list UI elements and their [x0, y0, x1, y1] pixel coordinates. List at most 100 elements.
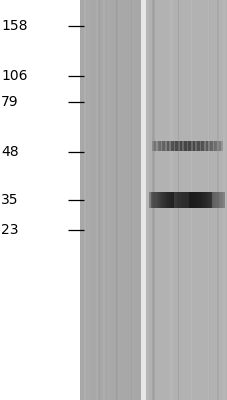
Bar	[182, 141, 183, 151]
Bar	[195, 192, 196, 208]
Bar	[210, 192, 211, 208]
Bar	[182, 192, 183, 208]
Bar	[178, 141, 179, 151]
Bar	[211, 141, 212, 151]
Bar	[183, 141, 184, 151]
Bar	[215, 192, 216, 208]
Bar	[152, 141, 153, 151]
Bar	[146, 0, 148, 400]
Bar	[165, 141, 166, 151]
Bar	[189, 141, 190, 151]
Bar	[176, 141, 177, 151]
Bar	[190, 192, 191, 208]
Bar	[223, 192, 224, 208]
Bar	[209, 192, 210, 208]
Bar	[166, 141, 167, 151]
Bar	[188, 141, 189, 151]
Bar	[216, 0, 218, 400]
Bar	[162, 141, 163, 151]
Bar	[167, 192, 168, 208]
Bar	[172, 141, 173, 151]
Bar	[219, 192, 220, 208]
Bar	[184, 192, 185, 208]
Bar	[211, 192, 212, 208]
Bar	[202, 141, 203, 151]
Bar	[187, 141, 188, 151]
Bar	[202, 192, 203, 208]
Bar	[191, 192, 192, 208]
Bar	[206, 141, 207, 151]
Bar	[215, 141, 216, 151]
Bar	[171, 141, 172, 151]
Bar	[222, 192, 223, 208]
Bar	[180, 141, 181, 151]
Bar	[169, 141, 170, 151]
Bar	[203, 192, 204, 208]
Bar	[185, 192, 186, 208]
Bar	[214, 192, 215, 208]
Bar	[176, 192, 177, 208]
Text: 48: 48	[1, 145, 19, 159]
Bar	[158, 141, 159, 151]
Bar	[131, 0, 132, 400]
Bar	[197, 141, 198, 151]
Bar	[160, 192, 161, 208]
Bar	[222, 0, 225, 400]
Bar	[183, 141, 184, 151]
Bar	[161, 192, 162, 208]
Bar	[184, 141, 185, 151]
Bar	[159, 141, 160, 151]
Bar	[152, 192, 153, 208]
Bar	[154, 192, 155, 208]
Bar	[155, 141, 156, 151]
Bar	[195, 141, 196, 151]
Bar	[199, 192, 200, 208]
Bar	[201, 141, 202, 151]
Bar	[163, 192, 164, 208]
Bar	[161, 141, 162, 151]
Bar	[164, 192, 165, 208]
Bar	[153, 192, 154, 208]
Bar	[150, 192, 151, 208]
Bar	[165, 141, 166, 151]
Bar	[208, 0, 209, 400]
Bar	[116, 0, 118, 400]
Bar	[218, 192, 219, 208]
Bar	[212, 192, 213, 208]
Bar	[214, 141, 215, 151]
Bar	[216, 141, 217, 151]
Bar	[214, 192, 215, 208]
Bar	[151, 0, 154, 400]
Bar	[188, 192, 189, 208]
Bar	[164, 141, 165, 151]
Bar	[204, 141, 205, 151]
Bar	[192, 192, 193, 208]
Bar	[197, 192, 198, 208]
Bar	[173, 192, 174, 208]
Bar	[191, 141, 192, 151]
Bar	[84, 0, 86, 400]
Bar	[163, 192, 164, 208]
Bar	[179, 192, 180, 208]
Bar	[220, 192, 221, 208]
Bar	[159, 141, 160, 151]
Bar	[190, 141, 191, 151]
Bar	[178, 141, 179, 151]
Bar	[166, 192, 167, 208]
Bar	[183, 192, 184, 208]
Bar	[216, 141, 217, 151]
Bar	[218, 0, 220, 400]
Bar	[151, 192, 152, 208]
Bar	[206, 192, 207, 208]
Bar	[163, 141, 164, 151]
Bar	[211, 141, 212, 151]
Bar	[211, 192, 212, 208]
Bar	[190, 0, 191, 400]
Bar	[202, 192, 203, 208]
Bar	[117, 0, 118, 400]
Bar	[221, 141, 222, 151]
Bar	[216, 192, 217, 208]
Bar	[209, 141, 210, 151]
Bar	[165, 192, 166, 208]
Bar	[170, 192, 171, 208]
